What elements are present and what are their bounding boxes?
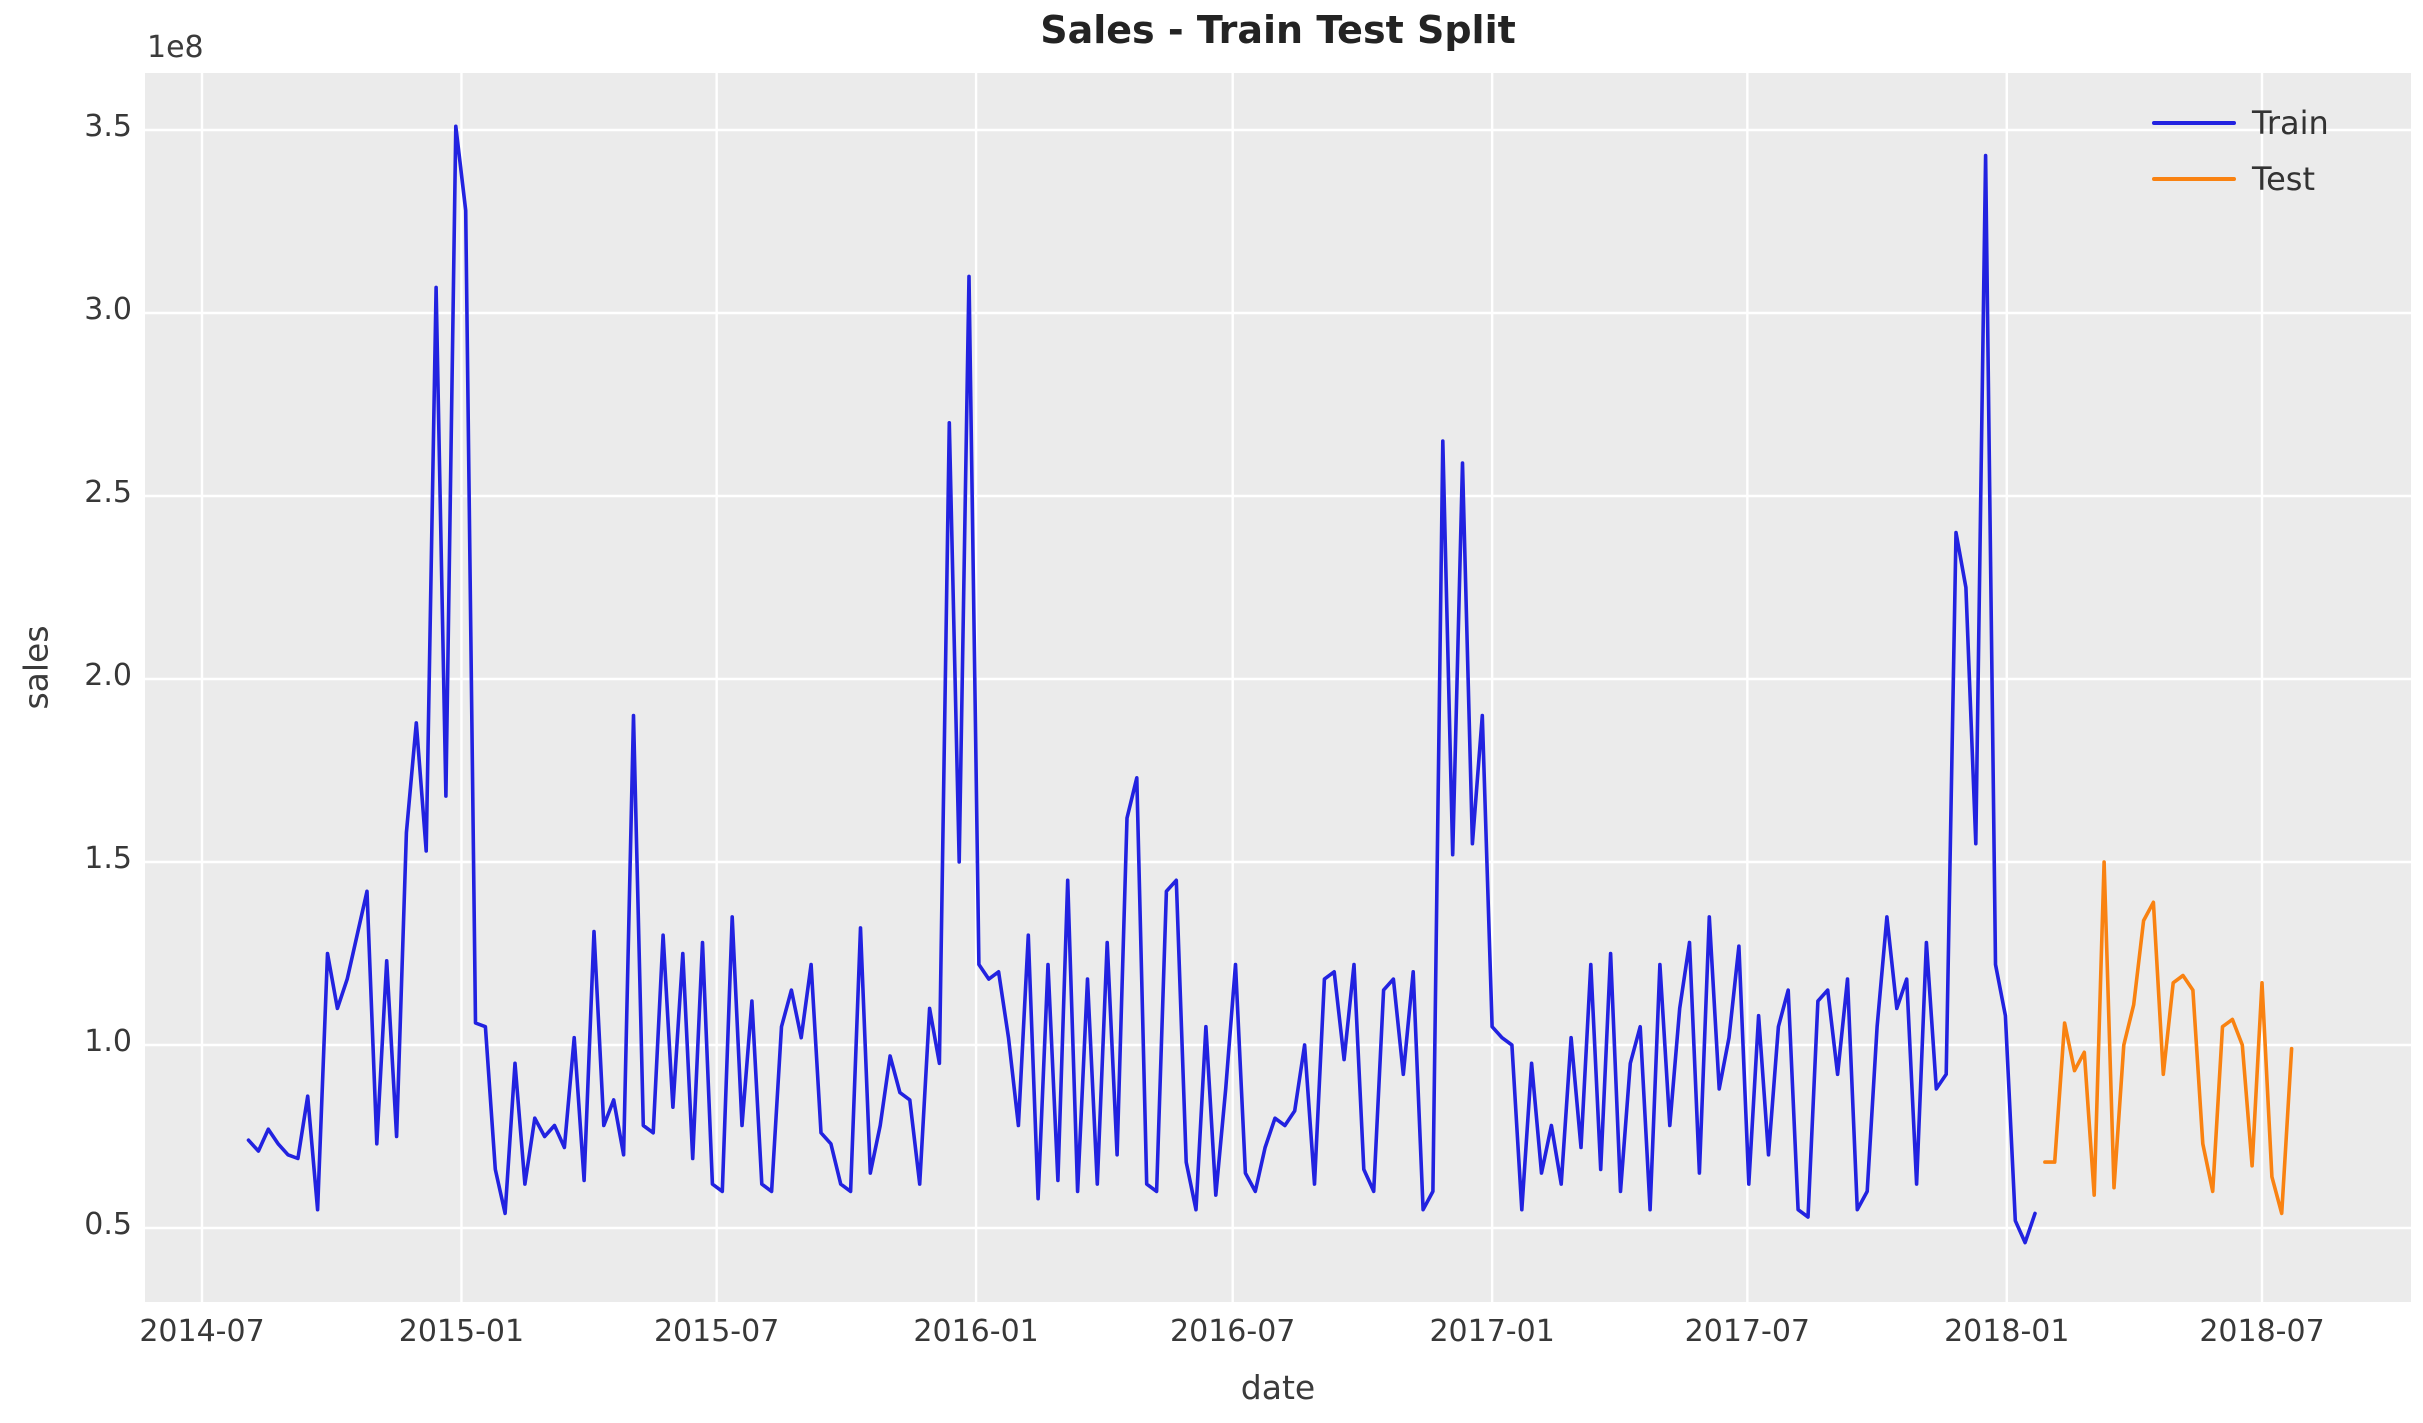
train-series-line [246, 124, 2037, 1245]
legend-item-train: Train [2152, 102, 2329, 144]
y-tick-label-2.5: 2.5 [84, 475, 132, 510]
x-tick-label-2017-07: 2017-07 [1684, 1314, 1811, 1349]
train-line-swatch-icon [2152, 121, 2236, 125]
legend: Train Test [2152, 102, 2329, 200]
x-tick-label-2018-01: 2018-01 [1944, 1314, 2070, 1349]
x-axis-label: date [1240, 1368, 1316, 1407]
legend-label-train: Train [2252, 104, 2329, 142]
y-tick-label-2.0: 2.0 [84, 658, 132, 693]
x-tick-label-2017-01: 2017-01 [1429, 1314, 1555, 1349]
chart-title: Sales - Train Test Split [1040, 8, 1516, 52]
y-tick-label-0.5: 0.5 [84, 1207, 132, 1242]
x-tick-label-2014-07: 2014-07 [139, 1314, 265, 1349]
x-tick-label-2018-07: 2018-07 [2199, 1314, 2325, 1349]
x-tick-label-2015-07: 2015-07 [653, 1314, 780, 1349]
y-tick-label-3.0: 3.0 [84, 292, 132, 327]
test-series-line [2043, 860, 2294, 1216]
legend-label-test: Test [2252, 160, 2316, 198]
y-axis-offset-label: 1e8 [147, 30, 204, 65]
test-line-swatch-icon [2152, 177, 2236, 181]
plot-area [145, 73, 2411, 1302]
x-tick-label-2015-01: 2015-01 [398, 1314, 525, 1349]
x-tick-label-2016-01: 2016-01 [913, 1314, 1039, 1349]
legend-item-test: Test [2152, 158, 2329, 200]
y-tick-label-3.5: 3.5 [84, 109, 132, 144]
x-tick-label-2016-07: 2016-07 [1170, 1314, 1296, 1349]
gridlines [145, 73, 2411, 1302]
y-tick-label-1.5: 1.5 [84, 841, 132, 876]
y-tick-label-1.0: 1.0 [84, 1024, 132, 1059]
